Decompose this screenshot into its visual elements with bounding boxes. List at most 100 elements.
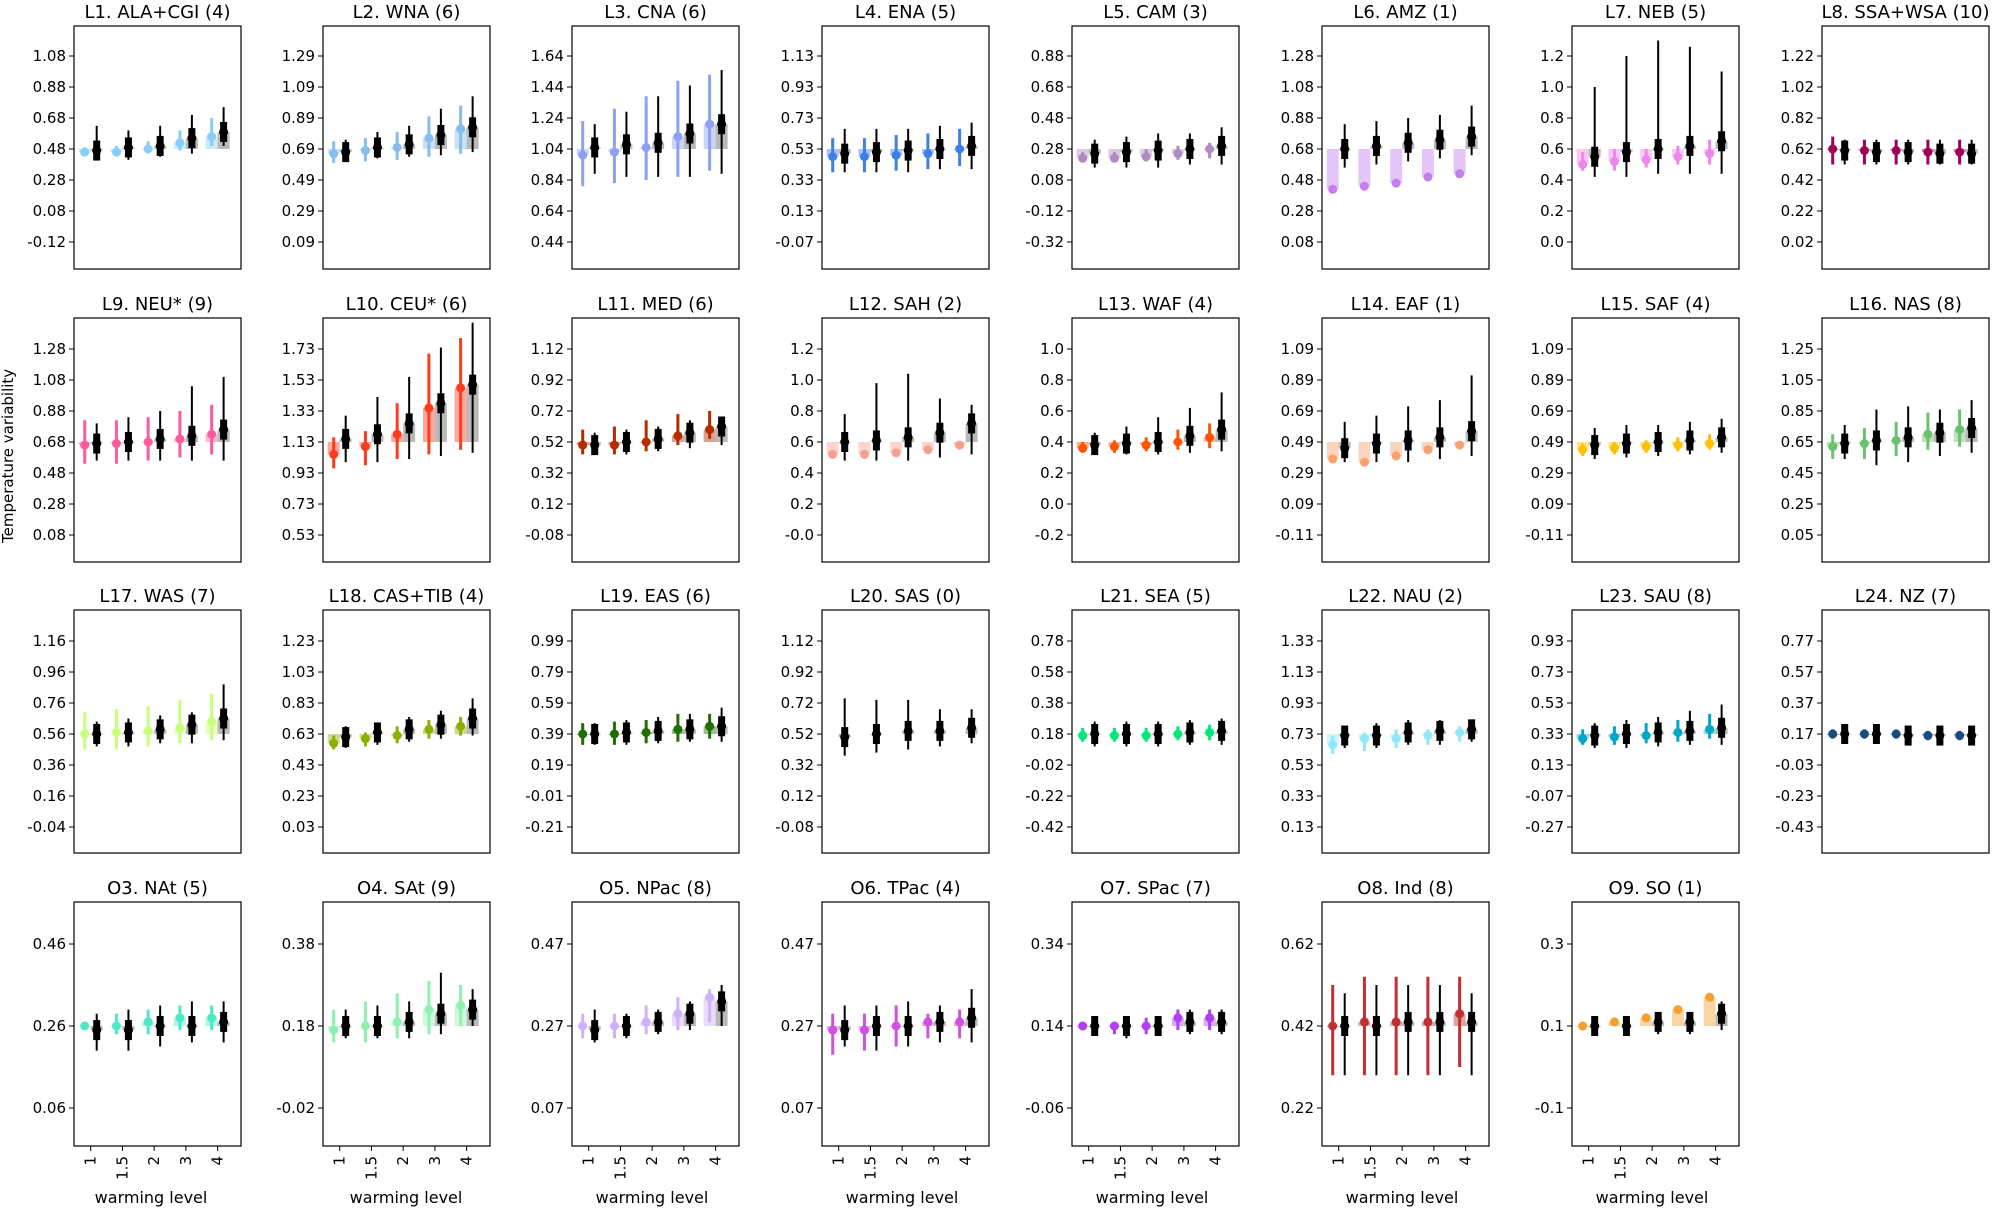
- obs-marker: [871, 147, 881, 157]
- obs-marker: [155, 1021, 165, 1031]
- panel-frame: [1571, 609, 1740, 854]
- panel-title: L19. EAS (6): [600, 586, 711, 607]
- panel-19: L19. EAS (6) 0.99 0.79 0.59 0.39 0.19 -0.01 -0.…: [525, 586, 740, 854]
- model-marker: [641, 1017, 651, 1027]
- obs-marker: [436, 720, 446, 730]
- model-marker: [1141, 1021, 1151, 1031]
- y-tick-label: 1.44: [531, 78, 564, 96]
- x-tick-label: 1.5: [611, 1156, 629, 1180]
- x-tick-label: 1: [830, 1156, 848, 1166]
- y-tick-label: 0.26: [33, 1017, 66, 1035]
- panel-30: O8. Ind (8) 0.62 0.42 0.22 1 1.5 2 3 4: [1281, 878, 1490, 1180]
- obs-marker: [871, 729, 881, 739]
- x-axis-label-col3: warming level: [595, 1188, 709, 1207]
- model-marker: [80, 440, 90, 450]
- y-tick-label: -0.32: [1025, 233, 1064, 251]
- y-tick-label: 0.1: [1540, 1017, 1564, 1035]
- model-marker: [891, 150, 901, 160]
- panel-title: L4. ENA (5): [855, 2, 956, 23]
- model-marker: [360, 442, 370, 452]
- obs-marker: [187, 431, 197, 441]
- model-bar: [890, 442, 903, 453]
- panel-2: L2. WNA (6) 1.29 1.09 0.89 0.69 0.49 0.29 0.09: [282, 2, 491, 270]
- panel-frame: [1071, 317, 1240, 563]
- model-marker: [143, 437, 153, 447]
- y-tick-label: 0.32: [781, 756, 814, 774]
- obs-marker: [903, 1021, 913, 1031]
- model-marker: [1173, 729, 1183, 739]
- model-marker: [1359, 734, 1369, 744]
- y-tick-label: 0.29: [1281, 464, 1314, 482]
- y-tick-label: 1.0: [790, 371, 814, 389]
- y-tick-label: 0.32: [531, 464, 564, 482]
- obs-marker: [1967, 149, 1977, 159]
- panel-23: L23. SAU (8) 0.93 0.73 0.53 0.33 0.13 -0.07 -0.…: [1525, 586, 1740, 854]
- obs-marker: [653, 434, 663, 444]
- obs-marker: [1435, 135, 1445, 145]
- model-marker: [392, 429, 402, 439]
- y-tick-label: -0.02: [1025, 756, 1064, 774]
- model-bar: [1358, 149, 1371, 187]
- y-tick-label: -0.0: [785, 526, 814, 544]
- panel-26: O4. SAt (9) 0.38 0.18 -0.02 1 1.5 2 3 4: [276, 878, 491, 1180]
- x-tick-label: 4: [209, 1156, 227, 1166]
- y-tick-label: 0.68: [33, 109, 66, 127]
- model-marker: [1359, 457, 1369, 467]
- shared-y-axis-label: Temperature variability: [0, 368, 17, 543]
- obs-marker: [123, 727, 133, 737]
- y-tick-label: 0.05: [1781, 526, 1814, 544]
- panel-frame: [73, 901, 242, 1147]
- model-marker: [1923, 147, 1933, 157]
- model-marker: [705, 992, 715, 1002]
- y-tick-label: 0.58: [1031, 663, 1064, 681]
- y-tick-label: 0.09: [1531, 495, 1564, 513]
- y-tick-label: 1.09: [282, 78, 315, 96]
- x-tick-label: 3: [675, 1156, 693, 1166]
- y-tick-label: 1.28: [33, 340, 66, 358]
- x-tick-label: 3: [426, 1156, 444, 1166]
- y-tick-label: 0.6: [1540, 140, 1564, 158]
- panel-20: L20. SAS (0) 1.12 0.92 0.72 0.52 0.32 0.12 -0.0…: [775, 586, 990, 854]
- model-marker: [1423, 445, 1433, 455]
- y-tick-label: 0.23: [282, 787, 315, 805]
- y-tick-label: 0.34: [1031, 935, 1064, 953]
- y-tick-label: 0.49: [1531, 433, 1564, 451]
- y-tick-label: 0.42: [1781, 171, 1814, 189]
- y-tick-label: 0.53: [282, 526, 315, 544]
- x-tick-label: 3: [1425, 1156, 1443, 1166]
- y-tick-label: 0.12: [531, 495, 564, 513]
- model-marker: [424, 133, 434, 143]
- model-marker: [1705, 992, 1715, 1002]
- y-tick-label: 0.88: [1281, 109, 1314, 127]
- panel-frame: [821, 901, 990, 1147]
- model-marker: [828, 449, 838, 459]
- obs-marker: [372, 429, 382, 439]
- model-marker: [1359, 181, 1369, 191]
- model-marker: [329, 149, 339, 159]
- obs-marker: [187, 1021, 197, 1031]
- obs-marker: [1467, 724, 1477, 734]
- panel-frame: [1571, 25, 1740, 270]
- y-tick-label: 0.62: [1281, 935, 1314, 953]
- obs-marker: [1340, 1021, 1350, 1031]
- model-marker: [1955, 731, 1965, 741]
- y-tick-label: 1.13: [282, 433, 315, 451]
- panel-title: L21. SEA (5): [1100, 586, 1211, 607]
- obs-marker: [1903, 432, 1913, 442]
- model-marker: [111, 727, 121, 737]
- y-tick-label: 0.38: [282, 935, 315, 953]
- y-tick-label: 0.84: [531, 171, 564, 189]
- y-tick-label: 0.77: [1781, 632, 1814, 650]
- y-tick-label: 0.6: [790, 433, 814, 451]
- model-marker: [1609, 1017, 1619, 1027]
- y-tick-label: 0.08: [33, 202, 66, 220]
- obs-marker: [840, 732, 850, 742]
- model-marker: [673, 132, 683, 142]
- model-marker: [456, 721, 466, 731]
- panel-frame: [821, 25, 990, 270]
- y-tick-label: 0.92: [781, 663, 814, 681]
- obs-marker: [653, 726, 663, 736]
- panel-28: O6. TPac (4) 0.47 0.27 0.07 1 1.5 2 3 4: [781, 878, 990, 1180]
- obs-marker: [155, 724, 165, 734]
- obs-marker: [123, 142, 133, 152]
